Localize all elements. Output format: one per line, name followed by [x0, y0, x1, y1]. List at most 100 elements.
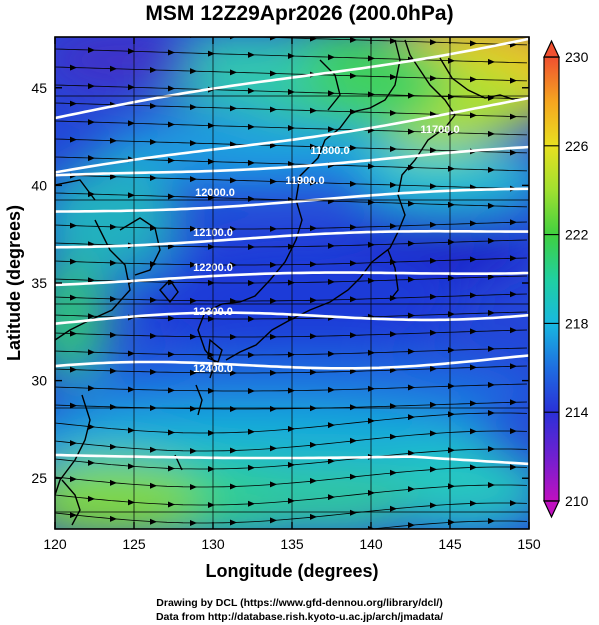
- wind-arrow: [310, 225, 317, 232]
- wind-arrow: [248, 315, 255, 322]
- wind-arrow: [470, 292, 477, 299]
- wind-arrow: [430, 147, 437, 154]
- colorbar-tick-label: 226: [565, 138, 589, 154]
- wind-arrow: [110, 173, 117, 180]
- wind-arrow: [230, 405, 237, 412]
- wind-arrow: [208, 243, 215, 250]
- wind-arrow: [168, 387, 175, 394]
- wind-arrow: [430, 293, 437, 300]
- wind-arrow: [110, 479, 117, 486]
- wind-arrow: [70, 512, 77, 519]
- wind-arrow: [510, 291, 517, 298]
- wind-arrow: [310, 369, 317, 376]
- wind-arrow: [510, 500, 517, 507]
- wind-arrow: [510, 77, 517, 84]
- x-axis-label: Longitude (degrees): [205, 561, 378, 581]
- wind-arrow: [190, 405, 197, 412]
- wind-arrow: [110, 137, 117, 144]
- wind-arrow: [168, 351, 175, 358]
- wind-arrow: [430, 257, 437, 264]
- wind-arrow: [128, 499, 135, 506]
- wind-arrow: [150, 102, 157, 109]
- wind-arrow: [168, 193, 175, 200]
- wind-arrow: [70, 366, 77, 373]
- wind-arrow: [230, 519, 237, 526]
- wind-arrow: [230, 69, 237, 76]
- wind-arrow: [510, 149, 517, 156]
- wind-arrow: [390, 403, 397, 410]
- wind-arrow: [430, 183, 437, 190]
- wind-arrow: [168, 315, 175, 322]
- x-tick-label: 120: [43, 536, 67, 552]
- wind-arrow: [470, 40, 477, 47]
- wind-arrow: [230, 261, 237, 268]
- wind-arrow: [488, 166, 495, 173]
- x-axis: 120 125 130 135 140 145 150: [43, 37, 541, 552]
- wind-arrow: [208, 501, 215, 508]
- wind-arrow: [408, 164, 415, 171]
- wind-arrow: [470, 400, 477, 407]
- wind-arrow: [288, 279, 295, 286]
- wind-arrow: [430, 502, 437, 509]
- wind-arrow: [430, 329, 437, 336]
- wind-arrow: [390, 295, 397, 302]
- wind-arrow: [88, 155, 95, 162]
- x-tick-label: 135: [280, 536, 304, 552]
- wind-arrow: [230, 141, 237, 148]
- wind-arrow: [408, 450, 415, 457]
- wind-arrow: [168, 157, 175, 164]
- wind-arrow: [470, 328, 477, 335]
- wind-arrow: [430, 39, 437, 46]
- wind-arrow: [368, 163, 375, 170]
- wind-arrow: [288, 89, 295, 96]
- wind-arrow: [288, 497, 295, 504]
- wind-arrow: [350, 509, 357, 516]
- wind-arrow: [470, 428, 477, 435]
- wind-arrow: [70, 100, 77, 107]
- wind-arrow: [408, 128, 415, 135]
- wind-arrow: [208, 122, 215, 129]
- wind-arrow: [288, 243, 295, 250]
- wind-arrow: [248, 243, 255, 250]
- wind-arrow: [208, 194, 215, 201]
- wind-arrow: [390, 367, 397, 374]
- wind-arrow: [350, 368, 357, 375]
- wind-arrow: [288, 125, 295, 132]
- y-tick-label: 40: [31, 177, 47, 193]
- wind-arrow: [248, 159, 255, 166]
- wind-arrow: [230, 297, 237, 304]
- wind-arrow: [70, 440, 77, 447]
- wind-arrow: [408, 92, 415, 99]
- wind-arrow: [168, 429, 175, 436]
- wind-arrow: [328, 350, 335, 357]
- wind-arrow: [328, 90, 335, 97]
- y-tick-label: 35: [31, 275, 47, 291]
- x-tick-label: 140: [359, 536, 383, 552]
- wind-arrow: [430, 365, 437, 372]
- wind-arrow: [350, 404, 357, 411]
- wind-arrow: [408, 312, 415, 319]
- wind-arrow: [190, 369, 197, 376]
- credits: Drawing by DCL (https://www.gfd-dennou.o…: [0, 596, 599, 624]
- wind-arrow: [150, 332, 157, 339]
- wind-arrow: [328, 494, 335, 501]
- wind-arrow: [430, 75, 437, 82]
- wind-arrow: [368, 385, 375, 392]
- wind-arrow: [310, 297, 317, 304]
- colorbar-tick-label: 210: [565, 493, 589, 509]
- wind-arrow: [70, 258, 77, 265]
- wind-arrow: [488, 482, 495, 489]
- wind-arrow: [270, 481, 277, 488]
- wind-arrow: [190, 140, 197, 147]
- wind-arrow: [128, 120, 135, 127]
- wind-arrow: [390, 223, 397, 230]
- wind-arrow: [168, 279, 175, 286]
- wind-arrow: [88, 83, 95, 90]
- wind-arrow: [190, 519, 197, 526]
- y-tick-label: 45: [31, 80, 47, 96]
- wind-arrow: [350, 144, 357, 151]
- wind-arrow: [208, 387, 215, 394]
- wind-arrow: [150, 296, 157, 303]
- wind-arrow: [488, 58, 495, 65]
- wind-arrow: [488, 446, 495, 453]
